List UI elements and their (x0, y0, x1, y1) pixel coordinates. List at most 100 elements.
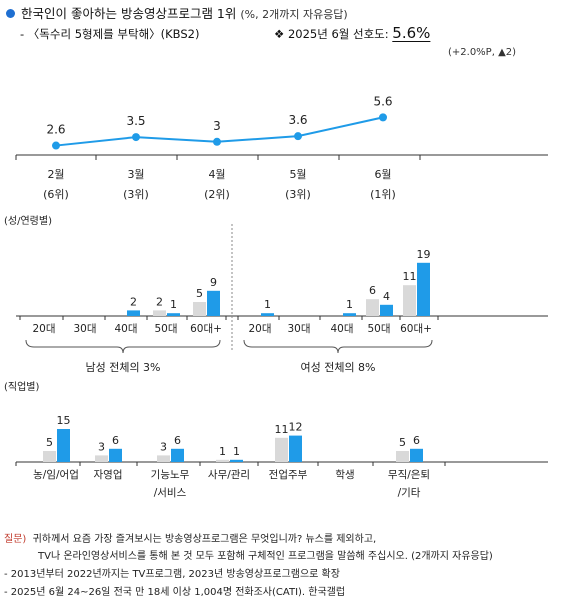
bar-curr-label: 6 (174, 434, 181, 447)
bar-prev-label: 2 (156, 295, 163, 308)
bar-prev (275, 437, 288, 462)
bar-prev-label: 11 (403, 270, 417, 283)
occupation-section-label: (직업별) (4, 382, 40, 393)
bar-curr-label: 6 (413, 434, 420, 447)
bar-prev (43, 451, 56, 462)
occupation-category-label: 기능노무 (151, 469, 190, 481)
preference-label: ❖ 2025년 6월 선호도: 5.6% (274, 24, 430, 42)
bar-curr (109, 448, 122, 462)
bar-prev (366, 299, 379, 316)
bar-curr-label: 1 (233, 445, 240, 458)
bar-prev (153, 310, 166, 316)
question-label: 질문) (4, 534, 27, 545)
preference-value: 5.6% (392, 24, 431, 42)
bar-curr (171, 448, 184, 462)
occupation-category-label: 학생 (335, 469, 354, 481)
bar-prev (157, 455, 170, 462)
bar-curr-label: 9 (210, 276, 217, 289)
title-bullet-icon (6, 9, 15, 18)
trend-point (379, 113, 387, 122)
month-label: 6월 (374, 168, 391, 181)
group-brace (25, 339, 221, 354)
bar-prev-label: 1 (219, 445, 226, 458)
bar-curr (57, 429, 70, 462)
bar-curr-label: 12 (289, 421, 303, 434)
footnote-1: - 2013년부터 2022년까지는 TV프로그램, 2023년 방송영상프로그… (4, 569, 340, 580)
question-line1: 귀하께서 요즘 가장 즐겨보시는 방송영상프로그램은 무엇입니까? 뉴스를 제외… (32, 534, 377, 545)
title-subtext: (%, 2개까지 자유응답) (240, 8, 348, 21)
age-category-label: 20대 (32, 323, 55, 335)
age-category-label: 40대 (114, 323, 137, 335)
trend-point (213, 137, 221, 146)
preference-label-text: ❖ 2025년 6월 선호도: (274, 27, 389, 41)
question-line2: TV나 온라인영상서비스를 통해 본 것 모두 포함해 구체적인 프로그램을 말… (38, 551, 493, 562)
month-label: 5월 (289, 168, 306, 181)
bar-prev (403, 285, 416, 316)
bar-prev (216, 459, 229, 462)
group-brace (243, 339, 433, 354)
trend-point (52, 141, 60, 150)
trend-point (294, 132, 302, 141)
chart-title: 한국인이 좋아하는 방송영상프로그램 1위 (%, 2개까지 자유응답) (6, 3, 348, 22)
rank-label: (2위) (204, 188, 230, 201)
bar-curr-label: 1 (170, 298, 177, 311)
bar-curr (261, 313, 274, 316)
trend-value-label: 2.6 (46, 123, 65, 137)
bar-curr (410, 448, 423, 462)
bar-prev-label: 3 (98, 440, 105, 453)
sex-age-section-label: (성/연령별) (4, 216, 52, 227)
bar-curr (343, 313, 356, 316)
occupation-category-label: 사무/관리 (208, 469, 250, 481)
age-category-label: 40대 (330, 323, 353, 335)
bar-curr (127, 310, 140, 316)
bar-curr (417, 262, 430, 316)
age-category-label: 60대+ (190, 323, 222, 335)
age-category-label: 30대 (287, 323, 310, 335)
occupation-category-label: 자영업 (94, 468, 123, 481)
age-category-label: 50대 (154, 323, 177, 335)
bar-prev-label: 11 (275, 423, 289, 436)
age-category-label: 20대 (248, 323, 271, 335)
trend-value-label: 5.6 (373, 94, 392, 108)
bar-prev (193, 302, 206, 316)
footnote-2: - 2025년 6월 24~26일 전국 만 18세 이상 1,004명 전화조… (4, 587, 346, 598)
group-name-label: 남성 전체의 3% (85, 361, 160, 374)
bar-prev (396, 451, 409, 462)
month-label: 2월 (47, 168, 64, 181)
bar-curr (230, 459, 243, 462)
question-note: 질문) 귀하께서 요즘 가장 즐겨보시는 방송영상프로그램은 무엇입니까? 뉴스… (4, 530, 376, 545)
age-category-label: 50대 (367, 323, 390, 335)
occupation-category-label: 전업주부 (269, 468, 308, 481)
title-text: 한국인이 좋아하는 방송영상프로그램 1위 (21, 6, 237, 21)
occupation-category-label: 무직/은퇴 (388, 469, 430, 481)
bar-prev-label: 5 (399, 436, 406, 449)
bar-prev-label: 5 (46, 436, 53, 449)
rank-label: (3위) (123, 188, 149, 201)
bar-curr (207, 290, 220, 316)
group-name-label: 여성 전체의 8% (300, 361, 375, 374)
bar-prev-label: 3 (160, 440, 167, 453)
bar-prev-label: 5 (196, 287, 203, 300)
program-name: - 〈독수리 5형제를 부탁해〉(KBS2) (20, 27, 200, 41)
age-category-label: 60대+ (400, 323, 432, 335)
bar-prev (95, 455, 108, 462)
occupation-category-label: 농/임/어업 (33, 468, 79, 481)
bar-curr (380, 304, 393, 316)
month-label: 3월 (127, 168, 144, 181)
rank-label: (3위) (285, 188, 311, 201)
month-label: 4월 (208, 168, 225, 181)
bar-curr (289, 435, 302, 462)
occupation-category-label: /기타 (398, 487, 421, 499)
bar-curr-label: 2 (130, 295, 137, 308)
bar-curr-label: 19 (417, 248, 431, 261)
bar-curr (167, 313, 180, 316)
trend-point (132, 133, 140, 142)
occupation-category-label: /서비스 (154, 487, 187, 499)
monthly-trend-line-chart: 2.6 3.5 3 3.6 5.6 2월 (6위) 3월 (3위) 4월 (2위) 5월 (3위) 6월 (… (15, 94, 548, 201)
bar-curr-label: 6 (112, 434, 119, 447)
bar-curr-label: 15 (57, 414, 71, 427)
trend-value-label: 3.5 (126, 114, 145, 128)
bar-prev-label: 6 (369, 284, 376, 297)
